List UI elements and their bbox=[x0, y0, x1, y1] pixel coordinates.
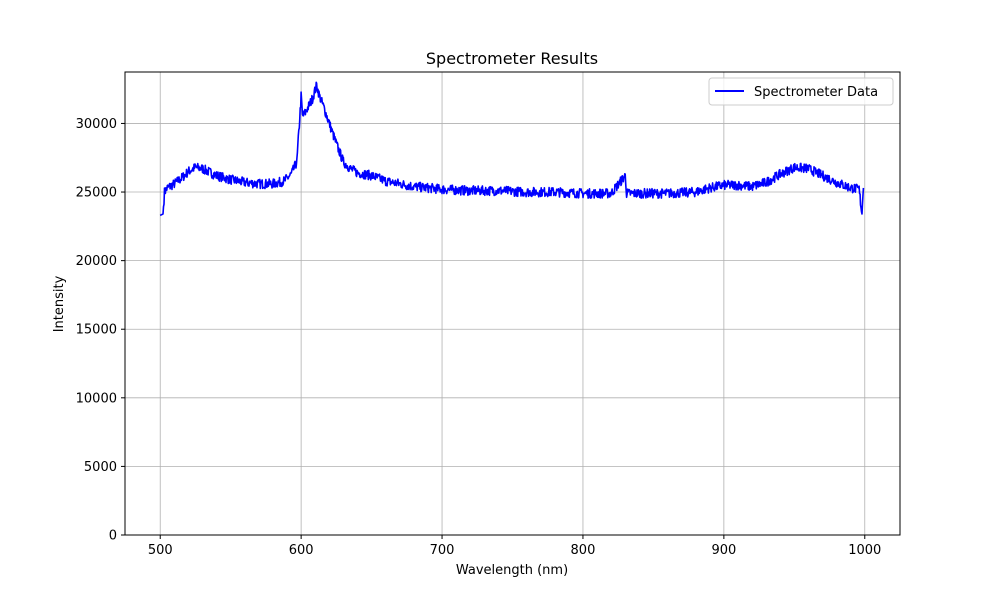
y-tick-label: 5000 bbox=[84, 460, 117, 475]
y-tick-label: 25000 bbox=[76, 186, 117, 201]
x-tick-label: 500 bbox=[148, 543, 173, 558]
y-tick-label: 20000 bbox=[76, 254, 117, 269]
legend-box bbox=[708, 77, 894, 106]
legend-label: Spectrometer Data bbox=[754, 85, 878, 100]
x-tick-label: 900 bbox=[711, 543, 736, 558]
ticks-layer: 500 600 700 800 900 1000050001000015000200002… bbox=[76, 117, 882, 558]
y-axis-label: Intensity bbox=[52, 275, 67, 332]
x-tick-label: 800 bbox=[571, 543, 596, 558]
x-tick-label: 1000 bbox=[848, 543, 881, 558]
y-tick-label: 10000 bbox=[76, 391, 117, 406]
series-layer bbox=[159, 81, 865, 217]
y-tick-label: 0 bbox=[109, 529, 117, 544]
chart-title: Spectrometer Results bbox=[426, 49, 598, 68]
legend: Spectrometer Data bbox=[708, 77, 894, 106]
x-axis-label: Wavelength (nm) bbox=[456, 563, 568, 578]
x-tick-label: 700 bbox=[430, 543, 455, 558]
x-tick-label: 600 bbox=[289, 543, 314, 558]
series-line-spectrometer-data bbox=[159, 81, 865, 217]
y-tick-label: 15000 bbox=[76, 323, 117, 338]
plot-frame bbox=[124, 71, 901, 536]
y-tick-label: 30000 bbox=[76, 117, 117, 132]
